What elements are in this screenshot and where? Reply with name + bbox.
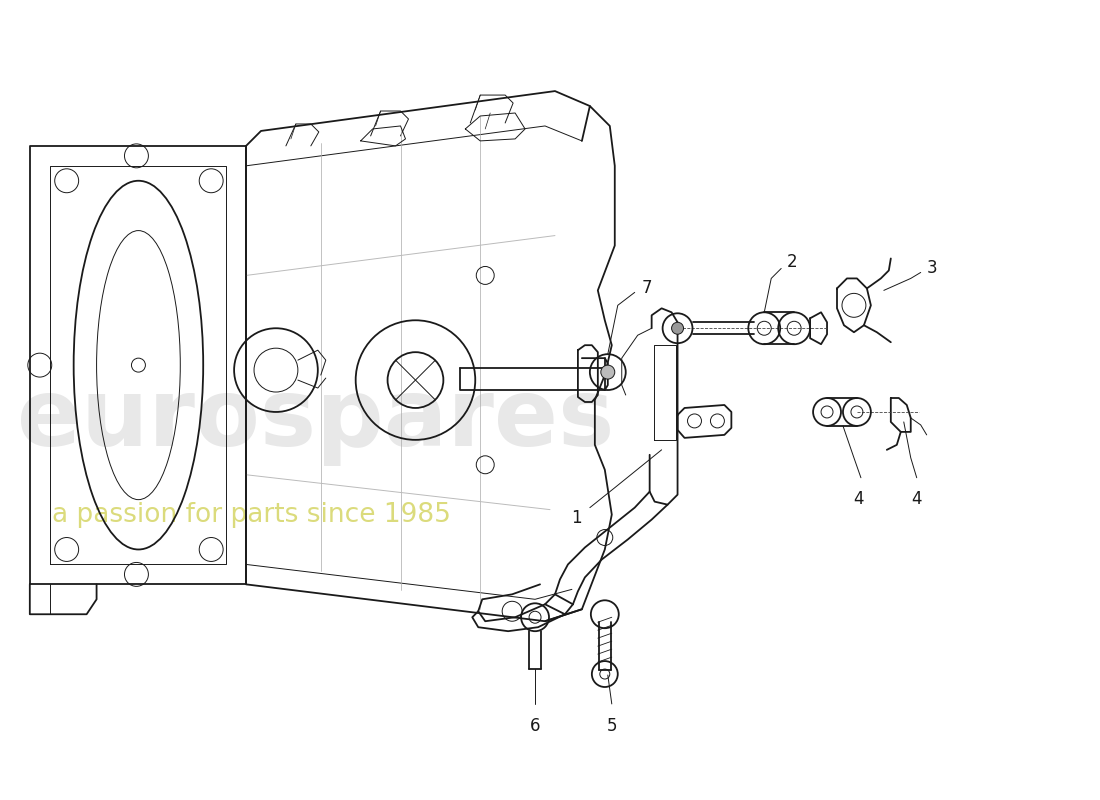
Text: 7: 7 <box>641 279 652 298</box>
Text: 4: 4 <box>854 490 865 508</box>
Text: eurospares: eurospares <box>16 374 614 466</box>
Text: 3: 3 <box>926 259 937 278</box>
Text: 6: 6 <box>530 717 540 735</box>
Text: 2: 2 <box>788 254 798 271</box>
Circle shape <box>672 322 683 334</box>
Text: 4: 4 <box>912 490 922 508</box>
Text: a passion for parts since 1985: a passion for parts since 1985 <box>52 502 451 528</box>
Text: 5: 5 <box>606 717 617 735</box>
Circle shape <box>601 365 615 379</box>
Text: 1: 1 <box>571 509 582 526</box>
